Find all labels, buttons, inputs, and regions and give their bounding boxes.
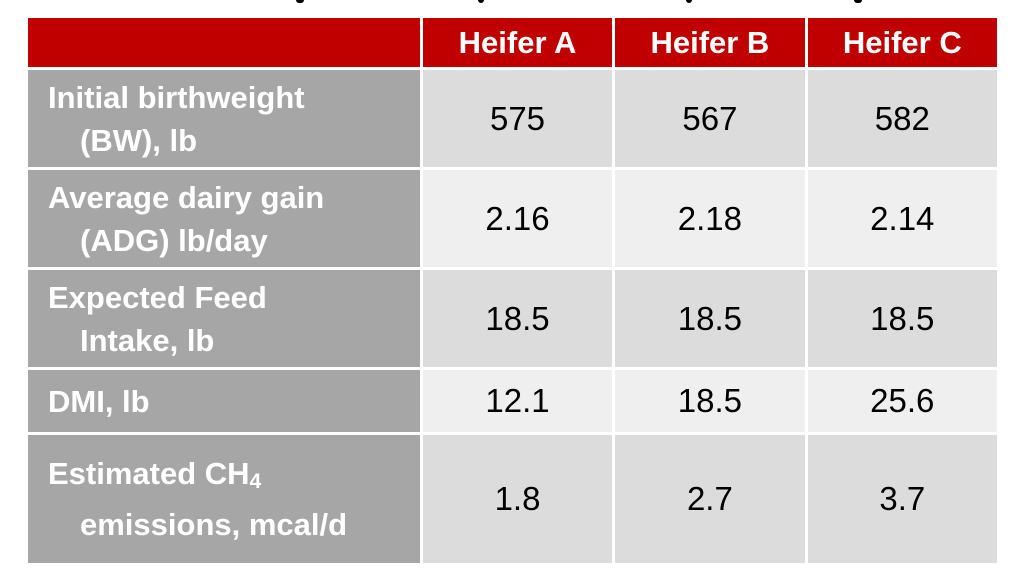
row-label-line1: Initial birthweight [48,79,305,115]
cropped-text-fragment [0,0,1024,4]
table-cell: 25.6 [807,370,997,432]
column-header-heifer-c: Heifer C [807,18,997,67]
table-cell: 1.8 [422,435,613,563]
table-row-birthweight: Initial birthweight (BW), lb 575 567 582 [28,70,997,167]
table-cell: 567 [615,70,805,167]
column-header-heifer-b: Heifer B [615,18,805,67]
table-cell: 18.5 [807,270,997,367]
row-label-line1: Expected Feed [48,279,267,315]
header-corner-cell [28,18,420,67]
table-row-ch4: Estimated CH4 emissions, mcal/d 1.8 2.7 … [28,435,997,563]
row-header-adg: Average dairy gain (ADG) lb/day [28,170,420,267]
row-label-line1: DMI, lb [48,383,150,419]
subscript-4: 4 [249,470,262,493]
table-cell: 2.7 [615,435,805,563]
table-cell: 2.16 [422,170,613,267]
table-row-dmi: DMI, lb 12.1 18.5 25.6 [28,370,997,432]
row-header-birthweight: Initial birthweight (BW), lb [28,70,420,167]
row-header-ch4: Estimated CH4 emissions, mcal/d [28,435,420,563]
row-label-text: Estimated CH [48,456,250,491]
table-row-adg: Average dairy gain (ADG) lb/day 2.16 2.1… [28,170,997,267]
row-label-line2: (ADG) lb/day [80,222,268,258]
row-header-dmi: DMI, lb [28,370,420,432]
table-cell: 18.5 [615,370,805,432]
table-row-feed-intake: Expected Feed Intake, lb 18.5 18.5 18.5 [28,270,997,367]
row-label-line2: emissions, mcal/d [80,507,348,542]
table-header-row: Heifer A Heifer B Heifer C [28,18,997,67]
table-cell: 582 [807,70,997,167]
table-cell: 18.5 [422,270,613,367]
row-label-line1: Average dairy gain [48,179,325,215]
row-label-line2: (BW), lb [80,122,198,158]
column-header-heifer-a: Heifer A [422,18,613,67]
table-cell: 2.14 [807,170,997,267]
row-label-line2: Intake, lb [80,322,215,358]
table-cell: 12.1 [422,370,613,432]
heifer-comparison-table: Heifer A Heifer B Heifer C Initial birth… [25,15,1000,566]
row-label-line1: Estimated CH4 [48,452,410,503]
table-cell: 575 [422,70,613,167]
table-cell: 18.5 [615,270,805,367]
table-cell: 3.7 [807,435,997,563]
row-header-feed-intake: Expected Feed Intake, lb [28,270,420,367]
table-cell: 2.18 [615,170,805,267]
